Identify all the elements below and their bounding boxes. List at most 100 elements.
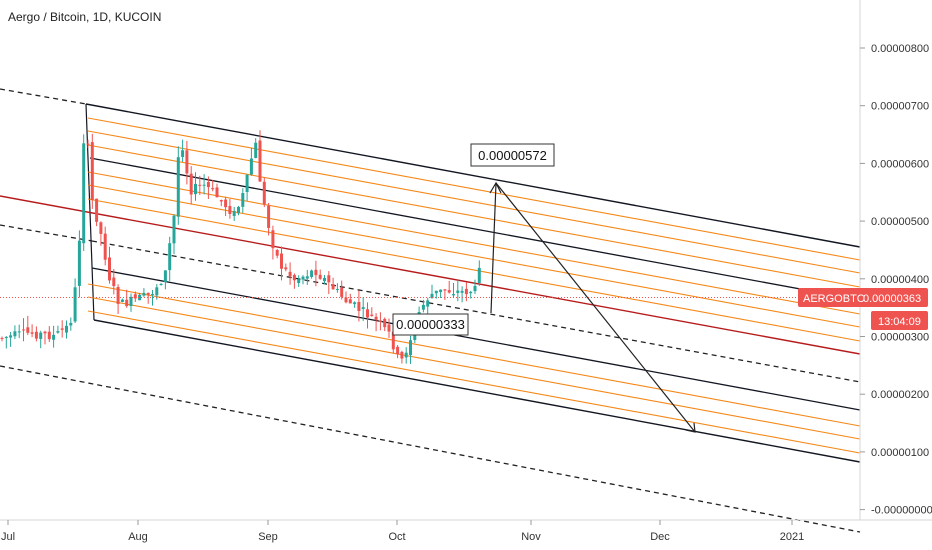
candle-body (249, 158, 253, 175)
candle-body (262, 181, 266, 205)
candle (228, 198, 232, 219)
candle-body (447, 290, 451, 293)
channel-upper (85, 103, 861, 248)
candle (409, 335, 412, 364)
candle (69, 317, 73, 331)
candle (176, 146, 180, 225)
x-tick-label: Aug (128, 531, 148, 543)
y-tick-label: 0.00000100 (871, 447, 929, 459)
candle (39, 330, 43, 349)
candle (370, 307, 374, 317)
candle-body (323, 277, 326, 282)
candle-body (366, 309, 369, 318)
symbol-price-badge[interactable]: AERGOBTC 0.00000363 (798, 288, 928, 307)
candle (172, 214, 176, 255)
candle (181, 139, 185, 162)
channel-dashed-upper (0, 88, 87, 105)
candle (262, 177, 266, 208)
channel-dashed-lower (0, 365, 861, 533)
candle-body (456, 290, 460, 293)
candle-body (26, 327, 30, 333)
candle-body (138, 294, 142, 301)
candle-body (292, 274, 296, 281)
candle-body (52, 334, 56, 340)
candle-body (151, 294, 154, 296)
candle-body (409, 340, 412, 356)
countdown-label: 13:04:09 (878, 316, 921, 328)
fork-line-4 (87, 184, 861, 328)
candle-body (267, 205, 271, 228)
candle-body (357, 301, 361, 311)
candle-body (348, 299, 352, 304)
candle-body (65, 325, 68, 333)
candle (189, 166, 193, 205)
candle-body (224, 199, 228, 208)
candle (151, 290, 154, 306)
annotation-box (392, 313, 469, 336)
candle (400, 350, 404, 364)
candle (120, 298, 124, 303)
candle-body (421, 304, 425, 310)
last-price-label: 0.00000363 (863, 293, 921, 305)
candle (456, 279, 460, 302)
candle-body (284, 267, 288, 270)
candle-body (202, 184, 206, 186)
candle (215, 183, 219, 198)
candle-body (112, 277, 116, 287)
annotation-level-low[interactable]: 0.00000333 (392, 313, 469, 336)
candle (331, 277, 335, 290)
candle-body (99, 222, 103, 234)
candle-body (452, 294, 455, 296)
candle-body (404, 352, 408, 358)
candle (198, 175, 202, 196)
candle-body (434, 290, 438, 294)
candle (430, 284, 434, 299)
candle-body (310, 270, 314, 277)
candle (86, 139, 90, 149)
candle (0, 336, 4, 342)
candle-body (120, 299, 124, 302)
candle-body (305, 276, 309, 279)
candle (305, 269, 309, 285)
candle-body (43, 331, 47, 334)
candle (103, 226, 107, 266)
annotation-box (470, 143, 555, 167)
candle (99, 221, 103, 246)
candle-body (9, 335, 13, 338)
candle (258, 130, 262, 182)
fork-line-2 (87, 144, 861, 288)
countdown-bg (871, 311, 928, 330)
candle-body (189, 173, 193, 195)
candle-body (383, 318, 387, 328)
candle (460, 286, 464, 303)
y-tick-label: 0.00000500 (871, 216, 929, 228)
candle (447, 280, 451, 294)
candle-body (400, 351, 404, 359)
candle-body (464, 288, 468, 295)
time-axis[interactable]: Jul Aug Sep Oct Nov Dec 2021 (1, 520, 804, 543)
drawing-layer (0, 88, 861, 533)
candle (271, 225, 275, 260)
candle-body (34, 331, 38, 339)
candle (254, 138, 258, 159)
channel-dashed-middle-ext (91, 240, 861, 383)
candle-body (374, 316, 378, 320)
arrow-down-head (685, 422, 696, 433)
symbol-label: AERGOBTC (803, 293, 865, 305)
candle (224, 196, 228, 217)
candle (77, 230, 81, 298)
candle (318, 269, 322, 280)
candle-body (443, 289, 447, 291)
price-axis[interactable]: 0.00000800 0.00000700 0.00000600 0.00000500… (860, 43, 932, 517)
candle-body (0, 337, 4, 339)
candle (90, 133, 94, 209)
annotation-target-high[interactable]: 0.00000572 (470, 143, 555, 167)
candle (439, 289, 443, 299)
candle-body (430, 293, 434, 298)
candle-body (73, 287, 77, 322)
candle (30, 324, 34, 338)
candle (206, 176, 210, 199)
candle-body (331, 284, 335, 290)
